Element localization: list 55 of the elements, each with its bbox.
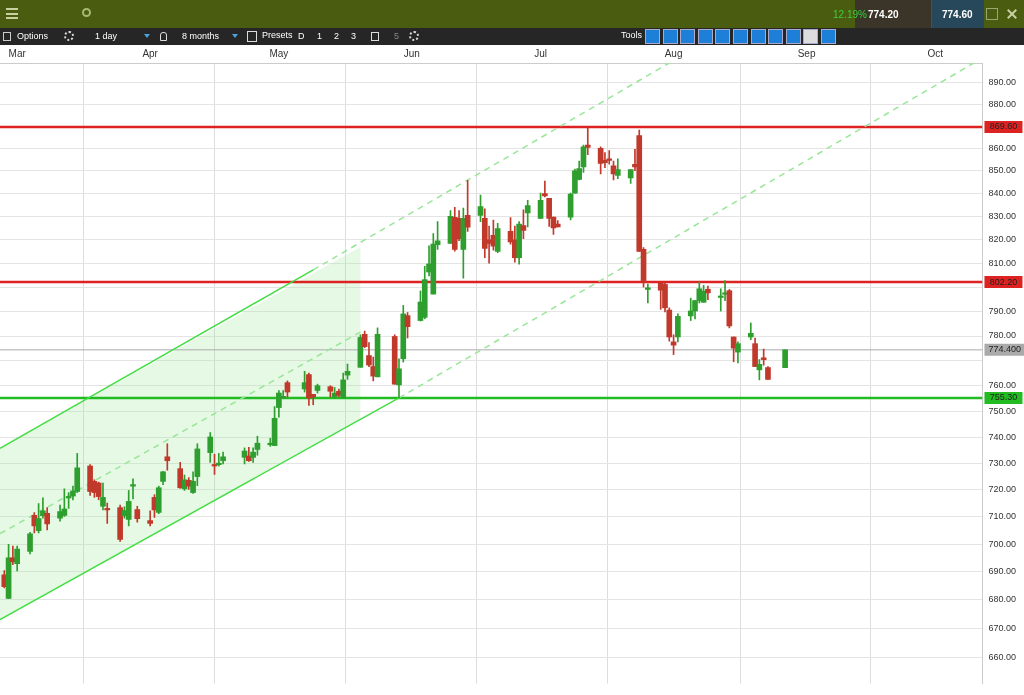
y-tick-label: 830.00	[988, 211, 1016, 222]
ref-line-label: 774.400	[988, 344, 1022, 355]
y-tick-label: 700.00	[988, 538, 1016, 549]
text: Options	[17, 31, 49, 41]
y-tick-label: 680.00	[988, 594, 1016, 605]
text: 774.60	[942, 9, 973, 20]
x-tick-label: Aug	[664, 47, 683, 59]
text: 5	[394, 31, 400, 41]
candlestick	[747, 322, 754, 341]
text: 1	[317, 31, 323, 41]
ref-line-label: 869.60	[989, 121, 1018, 132]
candlestick	[542, 180, 548, 198]
y-tick-label: 710.00	[988, 511, 1016, 522]
ref-line-label: 802.20	[989, 276, 1018, 287]
y-tick-label: 790.00	[988, 305, 1016, 316]
text: 3	[351, 31, 357, 41]
candlestick	[584, 126, 591, 156]
x-tick-label: Mar	[8, 47, 27, 59]
y-tick-label: 880.00	[988, 98, 1016, 109]
y-tick-label: 740.00	[988, 431, 1016, 442]
y-tick-label: 810.00	[988, 257, 1016, 268]
text: Tools	[621, 30, 643, 40]
x-tick-label: Jul	[534, 47, 547, 59]
text: 2	[334, 31, 340, 41]
text: 8 months	[182, 31, 220, 41]
y-tick-label: 750.00	[988, 405, 1016, 416]
y-tick-label: 850.00	[988, 165, 1016, 176]
y-tick-label: 780.00	[988, 330, 1016, 341]
y-tick-label: 860.00	[988, 142, 1016, 153]
candlestick	[164, 443, 171, 471]
x-tick-label: May	[269, 47, 289, 59]
y-tick-label: 890.00	[988, 76, 1016, 87]
candlestick	[602, 152, 608, 168]
candlestick	[606, 150, 613, 165]
x-tick-label: Sep	[797, 47, 816, 59]
candlestick	[645, 283, 651, 304]
y-tick-label: 730.00	[988, 457, 1016, 468]
y-tick-label: 670.00	[988, 622, 1016, 633]
text: 774.20	[868, 9, 899, 20]
y-tick-label: 720.00	[988, 484, 1016, 495]
y-tick-label: 760.00	[988, 380, 1016, 391]
candlestick	[130, 478, 136, 500]
text: 1 day	[95, 31, 118, 41]
candlestick	[104, 502, 111, 524]
y-tick-label: 690.00	[988, 566, 1016, 577]
x-tick-label: Apr	[142, 47, 159, 59]
x-tick-label: Oct	[927, 47, 944, 59]
y-tick-label: 840.00	[988, 188, 1016, 198]
x-tick-label: Jun	[403, 47, 420, 59]
ref-line-label: 755.30	[989, 392, 1018, 403]
text: D	[298, 31, 305, 41]
y-tick-label: 660.00	[988, 651, 1016, 662]
text: 12.19%	[833, 9, 867, 20]
text: Presets	[262, 30, 293, 40]
y-tick-label: 820.00	[988, 234, 1016, 245]
